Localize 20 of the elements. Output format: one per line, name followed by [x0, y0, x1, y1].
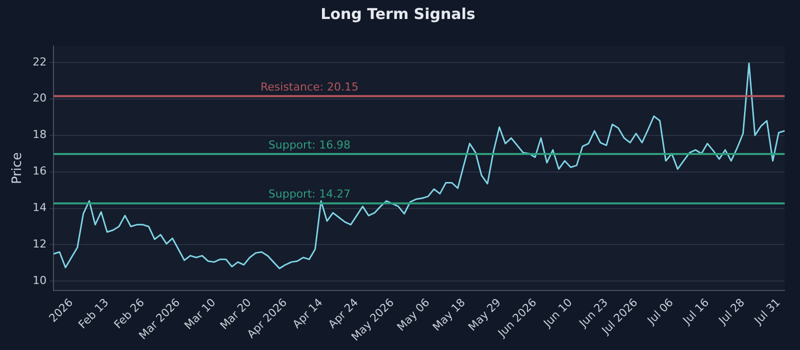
ref-line-label: Support: 14.27 — [268, 188, 351, 201]
x-tick-label: Jun 10 — [540, 296, 575, 330]
y-tick-label: 12 — [32, 238, 47, 251]
x-tick-label: Apr 14 — [290, 296, 326, 331]
y-tick-label: 10 — [32, 274, 47, 288]
chart-title: Long Term Signals — [320, 4, 476, 23]
x-tick-label: Jul 31 — [751, 296, 783, 328]
y-tick-label: 22 — [32, 55, 47, 68]
ref-line-label: Support: 16.98 — [268, 138, 351, 152]
ref-line-label: Resistance: 20.15 — [260, 80, 358, 94]
x-tick-label: Mar 10 — [182, 296, 218, 332]
y-tick-label: 20 — [32, 92, 47, 105]
x-tick-label: Jul 28 — [716, 296, 748, 328]
x-tick-label: Feb 13 — [76, 296, 112, 332]
x-tick-label: Jul 06 — [644, 296, 676, 328]
x-tick-label: Jul 16 — [680, 296, 712, 328]
y-tick-label: 14 — [32, 201, 47, 214]
y-tick-label: 18 — [32, 128, 47, 142]
y-axis-title: Price — [10, 152, 26, 184]
y-tick-label: 16 — [32, 164, 47, 178]
